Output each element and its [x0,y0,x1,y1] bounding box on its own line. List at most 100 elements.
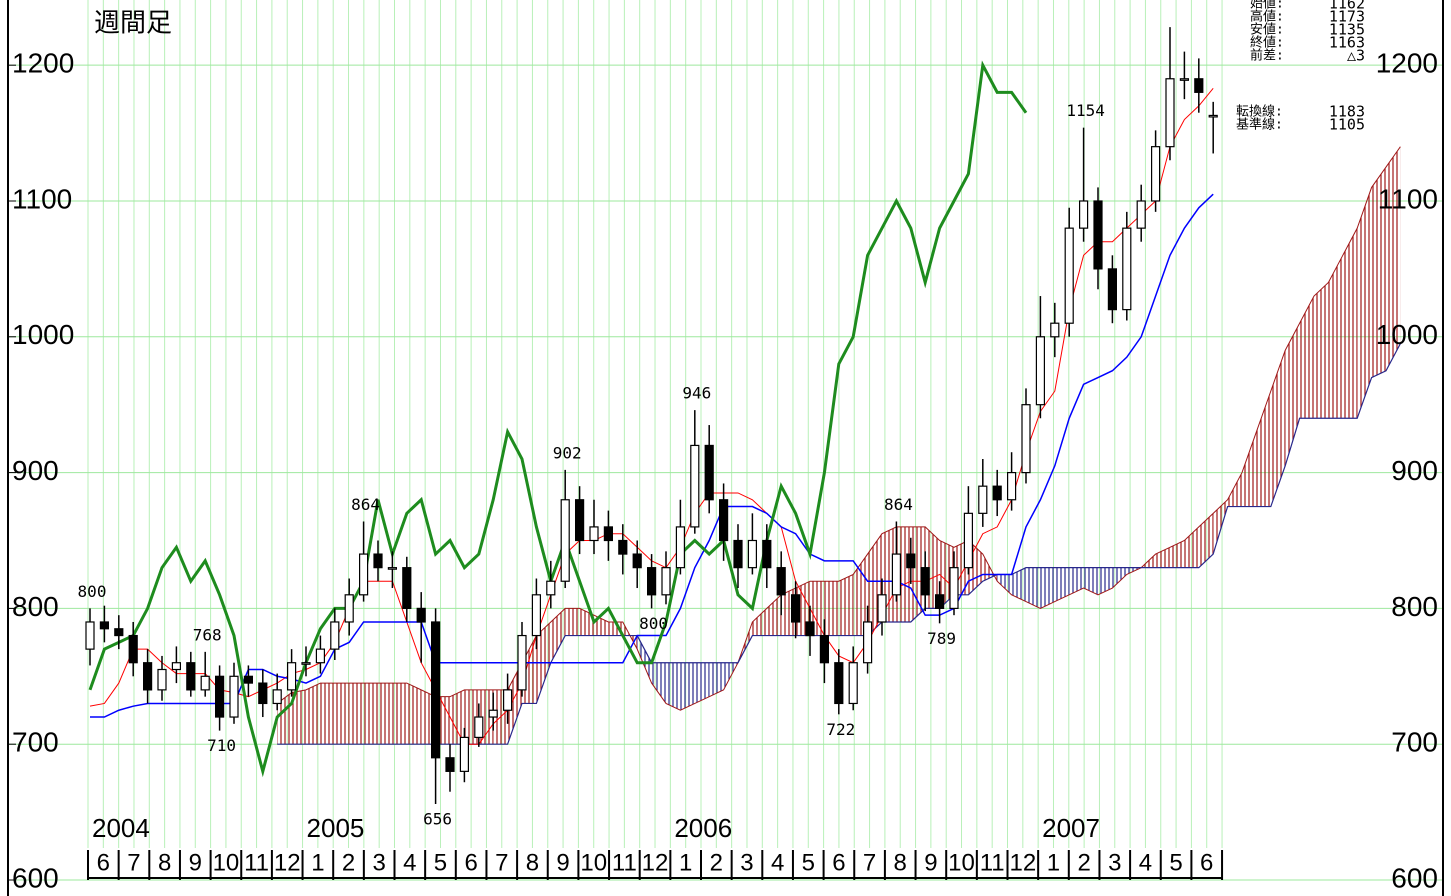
cloud-segment [637,635,652,684]
x-tick-label: 5 [802,849,815,876]
y-tick-label: 600 [12,862,59,893]
candle-body [1194,78,1204,93]
cloud-segment [1242,431,1257,507]
cloud-segment [608,621,623,636]
candle-body [646,567,657,596]
cloud-segment [1314,282,1329,419]
candle-body [1136,200,1146,229]
x-tick-label: 12 [274,849,301,876]
candle-body [258,682,268,705]
cloud-segment [1112,567,1127,589]
x-tick-label: 3 [740,849,753,876]
info-label: 安値: [1250,22,1284,38]
candle-body [344,594,354,623]
peak-label: 800 [639,614,668,633]
candle-body [546,580,556,596]
year-label: 2004 [92,813,150,843]
x-tick-label: 11 [244,849,269,876]
candle-body [301,662,311,665]
candle-body [143,662,153,691]
chart-title: 週間足 [94,9,172,39]
candle-body [85,621,95,650]
candle-body [920,567,930,596]
cloud-segment [1026,567,1041,609]
candle-body [416,607,426,623]
candle-body [1107,268,1118,311]
candle-body [934,594,945,609]
x-tick-label: 9 [189,849,202,876]
y-tick-label: 1100 [12,183,72,214]
cloud-segment [1098,567,1113,595]
x-tick-label: 12 [642,849,669,876]
candle-body [747,539,758,569]
cloud-segment [666,662,681,711]
peak-label: 946 [682,384,711,403]
info-label: 転換線: [1236,104,1283,120]
x-tick-label: 7 [495,849,508,876]
x-tick-label: 6 [832,849,845,876]
peak-label: 1154 [1066,101,1105,120]
candle-body [733,539,743,569]
candle-body [359,553,369,596]
info-value: 1105 [1329,116,1365,134]
candle-body [1021,404,1031,474]
cloud-segment [1357,187,1372,419]
candle-body [272,689,282,705]
y-tick-label: 800 [12,591,59,622]
candle-body [790,594,801,623]
peak-label: 902 [553,443,582,462]
x-tick-label: 1 [1047,849,1060,876]
x-tick-label: 5 [1169,849,1182,876]
cloud-segment [680,662,695,711]
y-tick-label: 1200 [12,48,74,79]
cloud-segment [565,608,580,636]
x-tick-label: 8 [526,849,539,876]
candle-body [949,567,959,609]
candle-body [1122,227,1132,311]
candle-body [402,567,412,609]
candle-body [99,621,110,630]
candle-body [992,485,1002,501]
candle-body [834,662,844,705]
cloud-segment [1155,547,1170,568]
candle-body [229,675,239,718]
cloud-segment [1170,540,1185,568]
candle-body [315,648,325,664]
candle-body [675,526,686,569]
candle-body [373,553,383,569]
candle-body [603,526,614,542]
cloud-segment [1386,146,1401,371]
candle-body [848,662,858,705]
x-tick-label: 4 [771,849,784,876]
info-label: 高値: [1250,9,1284,25]
cloud-segment [997,574,1012,595]
y-tick-label: 1000 [12,319,74,350]
candle-body [1165,78,1175,148]
cloud-segment [1227,472,1242,507]
cloud-segment [392,683,407,745]
info-label: 終値: [1250,35,1284,51]
x-tick-label: 7 [127,849,140,876]
cloud-segment [406,683,422,745]
y2-tick-label: 1000 [1376,319,1438,350]
cloud-segment [1198,513,1214,568]
candle-body [805,621,815,637]
y2-tick-label: 800 [1391,591,1438,622]
cloud-segment [1342,228,1358,419]
year-label: 2006 [674,813,732,843]
y2-tick-label: 1100 [1378,183,1438,214]
x-tick-label: 2 [710,849,723,876]
candle-body [474,716,484,739]
x-tick-label: 11 [612,849,637,876]
candle-body [690,444,700,528]
x-tick-label: 6 [1200,849,1213,876]
y2-tick-label: 600 [1391,862,1438,893]
cloud-segment [1299,296,1314,419]
candle-body [574,499,585,542]
candle-body [661,567,671,596]
candle-body [618,539,628,555]
x-tick-label: 12 [1009,849,1036,876]
x-tick-label: 7 [863,849,876,876]
cloud-segment [1270,350,1286,507]
x-tick-label: 8 [158,849,171,876]
